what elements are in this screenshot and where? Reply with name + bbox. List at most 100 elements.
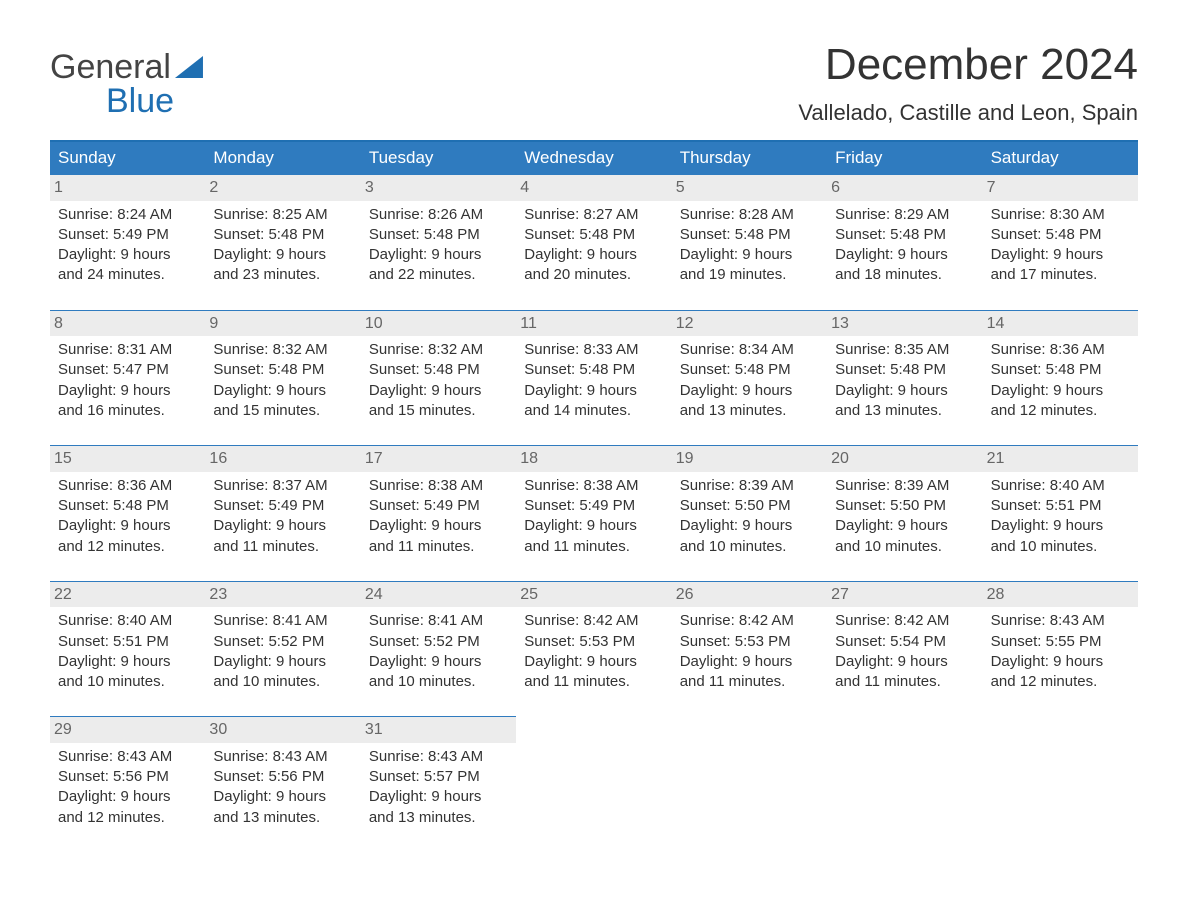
d1-text: Daylight: 9 hours (213, 516, 352, 536)
location-text: Vallelado, Castille and Leon, Spain (798, 100, 1138, 132)
d1-text: Daylight: 9 hours (835, 516, 974, 536)
date-number: 6 (827, 174, 982, 201)
sunset-text: Sunset: 5:48 PM (524, 225, 663, 245)
calendar-cell: 9Sunrise: 8:32 AMSunset: 5:48 PMDaylight… (205, 310, 360, 446)
d2-text: and 12 minutes. (58, 537, 197, 557)
sunrise-text: Sunrise: 8:26 AM (369, 205, 508, 225)
calendar-grid: SundayMondayTuesdayWednesdayThursdayFrid… (50, 142, 1138, 852)
sunrise-text: Sunrise: 8:29 AM (835, 205, 974, 225)
calendar-cell: 2Sunrise: 8:25 AMSunset: 5:48 PMDaylight… (205, 174, 360, 310)
d1-text: Daylight: 9 hours (524, 652, 663, 672)
d1-text: Daylight: 9 hours (991, 381, 1130, 401)
date-number: 25 (516, 581, 671, 608)
calendar-cell (516, 716, 671, 852)
sunset-text: Sunset: 5:48 PM (58, 496, 197, 516)
d1-text: Daylight: 9 hours (680, 381, 819, 401)
d2-text: and 24 minutes. (58, 265, 197, 285)
date-number: 8 (50, 310, 205, 337)
sunrise-text: Sunrise: 8:38 AM (524, 476, 663, 496)
d2-text: and 10 minutes. (213, 672, 352, 692)
date-number: 17 (361, 445, 516, 472)
d1-text: Daylight: 9 hours (991, 652, 1130, 672)
calendar-cell: 4Sunrise: 8:27 AMSunset: 5:48 PMDaylight… (516, 174, 671, 310)
calendar-cell: 23Sunrise: 8:41 AMSunset: 5:52 PMDayligh… (205, 581, 360, 717)
date-number: 26 (672, 581, 827, 608)
d1-text: Daylight: 9 hours (524, 516, 663, 536)
d2-text: and 11 minutes. (835, 672, 974, 692)
sunrise-text: Sunrise: 8:33 AM (524, 340, 663, 360)
sunset-text: Sunset: 5:50 PM (835, 496, 974, 516)
calendar-cell: 29Sunrise: 8:43 AMSunset: 5:56 PMDayligh… (50, 716, 205, 852)
d2-text: and 11 minutes. (524, 672, 663, 692)
d1-text: Daylight: 9 hours (524, 381, 663, 401)
sunset-text: Sunset: 5:51 PM (991, 496, 1130, 516)
calendar-cell: 20Sunrise: 8:39 AMSunset: 5:50 PMDayligh… (827, 445, 982, 581)
calendar-cell: 11Sunrise: 8:33 AMSunset: 5:48 PMDayligh… (516, 310, 671, 446)
date-number: 5 (672, 174, 827, 201)
sunset-text: Sunset: 5:57 PM (369, 767, 508, 787)
d2-text: and 11 minutes. (369, 537, 508, 557)
sunrise-text: Sunrise: 8:30 AM (991, 205, 1130, 225)
calendar-cell: 30Sunrise: 8:43 AMSunset: 5:56 PMDayligh… (205, 716, 360, 852)
sunrise-text: Sunrise: 8:35 AM (835, 340, 974, 360)
d2-text: and 11 minutes. (524, 537, 663, 557)
sunset-text: Sunset: 5:49 PM (369, 496, 508, 516)
d1-text: Daylight: 9 hours (369, 787, 508, 807)
date-number: 18 (516, 445, 671, 472)
sunrise-text: Sunrise: 8:27 AM (524, 205, 663, 225)
dow-header: Wednesday (516, 142, 671, 174)
calendar-cell (983, 716, 1138, 852)
d2-text: and 10 minutes. (369, 672, 508, 692)
d2-text: and 23 minutes. (213, 265, 352, 285)
d1-text: Daylight: 9 hours (835, 381, 974, 401)
date-number: 4 (516, 174, 671, 201)
date-number: 9 (205, 310, 360, 337)
sunrise-text: Sunrise: 8:40 AM (991, 476, 1130, 496)
sunset-text: Sunset: 5:47 PM (58, 360, 197, 380)
sunrise-text: Sunrise: 8:28 AM (680, 205, 819, 225)
sunrise-text: Sunrise: 8:43 AM (991, 611, 1130, 631)
dow-header: Friday (827, 142, 982, 174)
title-block: December 2024 Vallelado, Castille and Le… (798, 40, 1138, 132)
date-number: 21 (983, 445, 1138, 472)
calendar-cell: 14Sunrise: 8:36 AMSunset: 5:48 PMDayligh… (983, 310, 1138, 446)
date-number: 19 (672, 445, 827, 472)
d2-text: and 17 minutes. (991, 265, 1130, 285)
d1-text: Daylight: 9 hours (213, 245, 352, 265)
sunrise-text: Sunrise: 8:43 AM (369, 747, 508, 767)
sunset-text: Sunset: 5:55 PM (991, 632, 1130, 652)
sail-icon (175, 56, 203, 78)
sunrise-text: Sunrise: 8:36 AM (991, 340, 1130, 360)
date-number: 28 (983, 581, 1138, 608)
sunset-text: Sunset: 5:48 PM (524, 360, 663, 380)
sunset-text: Sunset: 5:51 PM (58, 632, 197, 652)
d2-text: and 11 minutes. (213, 537, 352, 557)
sunset-text: Sunset: 5:48 PM (991, 360, 1130, 380)
date-number: 13 (827, 310, 982, 337)
d1-text: Daylight: 9 hours (835, 652, 974, 672)
d2-text: and 16 minutes. (58, 401, 197, 421)
d2-text: and 18 minutes. (835, 265, 974, 285)
sunset-text: Sunset: 5:50 PM (680, 496, 819, 516)
d1-text: Daylight: 9 hours (991, 516, 1130, 536)
calendar-cell: 28 Sunrise: 8:43 AMSunset: 5:55 PMDayligh… (983, 581, 1138, 717)
calendar-cell: 8Sunrise: 8:31 AMSunset: 5:47 PMDaylight… (50, 310, 205, 446)
sunset-text: Sunset: 5:52 PM (213, 632, 352, 652)
sunrise-text: Sunrise: 8:32 AM (369, 340, 508, 360)
sunset-text: Sunset: 5:48 PM (835, 225, 974, 245)
sunrise-text: Sunrise: 8:32 AM (213, 340, 352, 360)
sunrise-text: Sunrise: 8:31 AM (58, 340, 197, 360)
date-number: 24 (361, 581, 516, 608)
sunset-text: Sunset: 5:54 PM (835, 632, 974, 652)
d2-text: and 12 minutes. (991, 401, 1130, 421)
d1-text: Daylight: 9 hours (369, 652, 508, 672)
sunrise-text: Sunrise: 8:39 AM (835, 476, 974, 496)
d1-text: Daylight: 9 hours (58, 516, 197, 536)
d2-text: and 10 minutes. (58, 672, 197, 692)
calendar-cell: 31Sunrise: 8:43 AMSunset: 5:57 PMDayligh… (361, 716, 516, 852)
date-number: 3 (361, 174, 516, 201)
d1-text: Daylight: 9 hours (369, 245, 508, 265)
date-number: 7 (983, 174, 1138, 201)
sunrise-text: Sunrise: 8:43 AM (58, 747, 197, 767)
d2-text: and 13 minutes. (369, 808, 508, 828)
